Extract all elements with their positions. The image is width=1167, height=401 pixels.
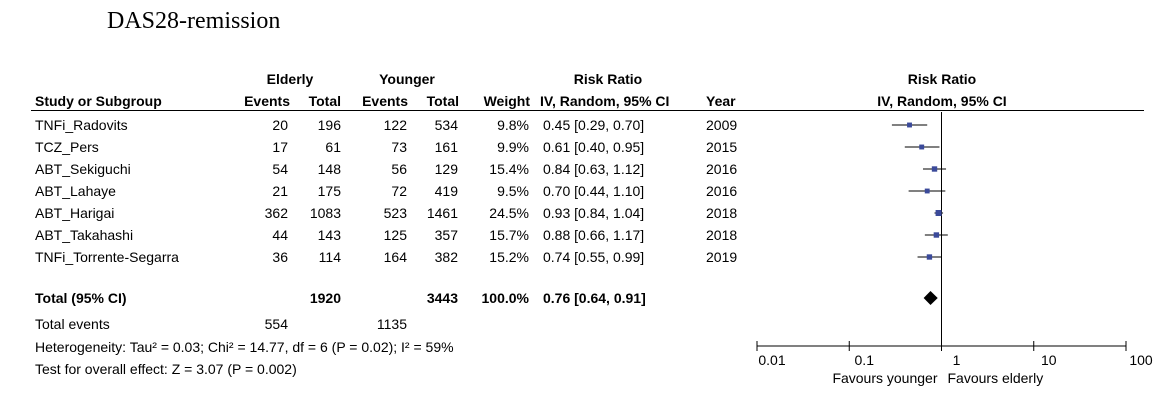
favours-left-label: Favours younger (832, 370, 937, 386)
header-divider (31, 110, 1144, 111)
total1: 1083 (309, 205, 341, 221)
events2: 122 (383, 117, 407, 133)
study-name: TNFi_Radovits (35, 117, 128, 133)
year: 2018 (706, 205, 738, 221)
header-rr-top: Risk Ratio (573, 71, 643, 87)
header-group1: Elderly (266, 71, 314, 87)
header-events2: Events (362, 93, 408, 109)
total2: 534 (434, 117, 458, 133)
events2: 523 (383, 205, 407, 221)
total1: 148 (317, 161, 341, 177)
events1: 21 (272, 183, 288, 199)
year: 2015 (706, 139, 738, 155)
events1: 362 (264, 205, 288, 221)
study-marker (907, 122, 912, 128)
total-label: Total (95% CI) (35, 290, 127, 306)
x-tick-label: 100 (1129, 352, 1153, 368)
study-name: ABT_Harigai (35, 205, 115, 221)
year: 2019 (706, 249, 738, 265)
rr-ci: 0.88 [0.66, 1.17] (543, 227, 645, 243)
total1: 175 (317, 183, 341, 199)
header-plot-method: IV, Random, 95% CI (877, 93, 1007, 109)
header-plot-top: Risk Ratio (907, 71, 977, 87)
header-rr-method: IV, Random, 95% CI (540, 93, 670, 109)
x-tick-label: 0.1 (855, 352, 875, 368)
total-events-label: Total events (35, 316, 110, 332)
study-name: TNFi_Torrente-Segarra (35, 249, 179, 265)
x-tick-label: 1 (953, 352, 961, 368)
year: 2016 (706, 183, 738, 199)
study-name: ABT_Sekiguchi (35, 161, 131, 177)
rr-ci: 0.74 [0.55, 0.99] (543, 249, 645, 265)
header-total2: Total (426, 93, 459, 109)
total2: 382 (434, 249, 458, 265)
study-name: TCZ_Pers (35, 139, 99, 155)
weight: 15.7% (489, 227, 529, 243)
study-marker (919, 144, 925, 150)
study-marker (935, 210, 942, 216)
events1: 44 (272, 227, 288, 243)
weight: 24.5% (489, 205, 529, 221)
total-events2: 1135 (376, 316, 407, 332)
total2: 357 (434, 227, 458, 243)
total1: 61 (325, 139, 341, 155)
header-group2: Younger (379, 71, 435, 87)
events1: 20 (272, 117, 288, 133)
total2: 161 (434, 139, 458, 155)
header-study: Study or Subgroup (35, 93, 162, 109)
events2: 73 (391, 139, 407, 155)
weight: 9.9% (497, 139, 529, 155)
events2: 56 (391, 161, 407, 177)
summary-diamond (923, 291, 938, 305)
study-name: ABT_Takahashi (35, 227, 134, 243)
total2: 129 (434, 161, 458, 177)
header-events1: Events (244, 93, 290, 109)
total-n1: 1920 (309, 290, 341, 306)
total2: 419 (434, 183, 458, 199)
total-n2: 3443 (426, 290, 458, 306)
events2: 125 (383, 227, 407, 243)
events2: 164 (383, 249, 407, 265)
header-year: Year (706, 93, 736, 109)
total1: 196 (317, 117, 341, 133)
header-total1: Total (308, 93, 341, 109)
weight: 9.5% (497, 183, 529, 199)
favours-right-label: Favours elderly (948, 370, 1044, 386)
study-marker (926, 254, 933, 260)
year: 2009 (706, 117, 738, 133)
overall-effect-text: Test for overall effect: Z = 3.07 (P = 0… (35, 361, 297, 377)
rr-ci: 0.61 [0.40, 0.95] (543, 139, 645, 155)
total-rr-ci: 0.76 [0.64, 0.91] (543, 290, 646, 306)
study-marker (933, 232, 940, 238)
weight: 15.2% (489, 249, 529, 265)
year: 2016 (706, 161, 738, 177)
weight: 9.8% (497, 117, 529, 133)
study-marker (924, 188, 930, 194)
rr-ci: 0.45 [0.29, 0.70] (543, 117, 645, 133)
total2: 1461 (426, 205, 458, 221)
rr-ci: 0.93 [0.84, 1.04] (543, 205, 645, 221)
events1: 36 (272, 249, 288, 265)
total1: 114 (318, 249, 341, 265)
heterogeneity-text: Heterogeneity: Tau² = 0.03; Chi² = 14.77… (35, 339, 454, 355)
events1: 17 (272, 139, 288, 155)
total1: 143 (317, 227, 341, 243)
rr-ci: 0.70 [0.44, 1.10] (543, 183, 645, 199)
study-name: ABT_Lahaye (35, 183, 116, 199)
study-marker (931, 166, 938, 172)
header-weight: Weight (483, 93, 530, 109)
x-tick-label: 10 (1041, 352, 1057, 368)
chart-title: DAS28-remission (107, 8, 281, 34)
total-events1: 554 (264, 316, 288, 332)
year: 2018 (706, 227, 738, 243)
events1: 54 (272, 161, 288, 177)
weight: 15.4% (489, 161, 529, 177)
x-tick-label: 0.01 (758, 352, 785, 368)
rr-ci: 0.84 [0.63, 1.12] (543, 161, 645, 177)
total-weight: 100.0% (481, 290, 529, 306)
events2: 72 (391, 183, 407, 199)
